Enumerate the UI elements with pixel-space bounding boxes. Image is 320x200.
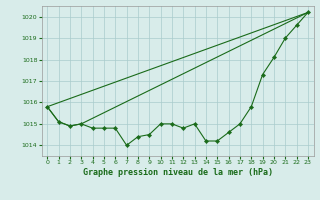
X-axis label: Graphe pression niveau de la mer (hPa): Graphe pression niveau de la mer (hPa) — [83, 168, 273, 177]
